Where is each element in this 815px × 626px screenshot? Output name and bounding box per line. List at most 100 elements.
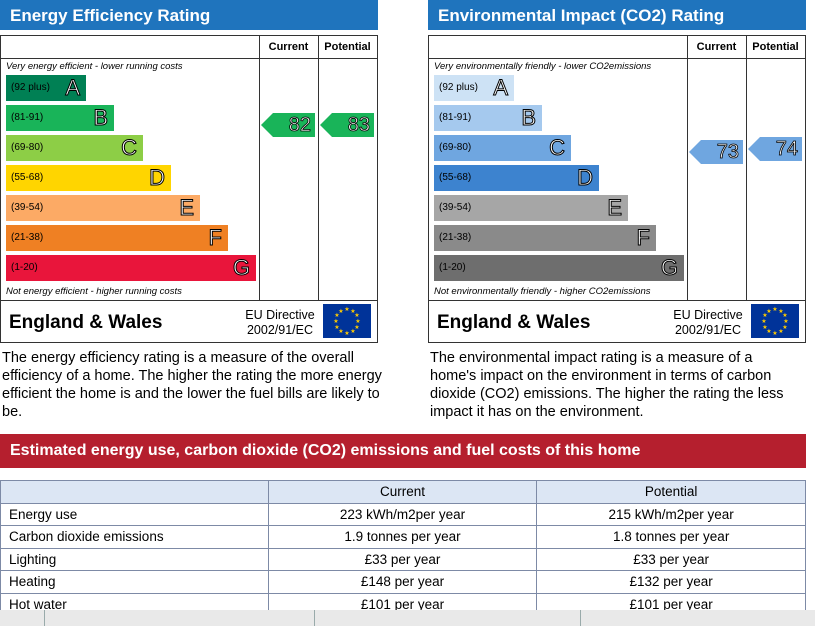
energy-current-rating-arrow: 82 [261, 113, 315, 137]
band-range-label: (55-68) [11, 172, 44, 183]
environment-current-header: Current [696, 41, 737, 53]
svg-text:★: ★ [783, 318, 788, 325]
divider [746, 36, 747, 300]
svg-text:★: ★ [350, 308, 355, 315]
band-letter: A [493, 75, 509, 101]
rating-band: (92 plus) A [6, 75, 86, 101]
energy-region-label: England & Wales [9, 312, 163, 333]
rating-band: (69-80) C [6, 135, 143, 161]
band-range-label: (21-38) [439, 232, 472, 243]
environment-directive: EU Directive 2002/91/EC [665, 308, 751, 338]
divider [580, 610, 581, 626]
row-label: Energy use [0, 502, 269, 526]
row-potential-value: 1.8 tonnes per year [536, 525, 806, 549]
table-row: Energy use 223 kWh/m2per year 215 kWh/m2pe… [0, 502, 806, 526]
environment-chart-frame: Current Potential Very environmentally f… [428, 35, 806, 343]
band-letter: F [208, 225, 222, 251]
table-header-potential: Potential [536, 480, 806, 504]
band-letter: E [179, 195, 195, 221]
svg-text:★: ★ [772, 306, 777, 313]
energy-panel-title: Energy Efficiency Rating [0, 0, 378, 30]
row-current-value: £148 per year [267, 570, 538, 594]
band-letter: B [521, 105, 537, 131]
row-current-value: 1.9 tonnes per year [267, 525, 538, 549]
svg-text:★: ★ [355, 318, 360, 325]
band-range-label: (69-80) [439, 142, 472, 153]
divider [429, 58, 805, 59]
row-current-value: £33 per year [267, 547, 538, 571]
svg-text:★: ★ [338, 328, 343, 335]
band-range-label: (92 plus) [439, 82, 478, 93]
table-header-row: Current Potential [0, 480, 806, 504]
energy-potential-header: Potential [324, 41, 371, 53]
svg-text:★: ★ [766, 308, 771, 315]
table-header-current: Current [267, 480, 538, 504]
rating-band: (69-80) C [434, 135, 571, 161]
band-letter: C [549, 135, 566, 161]
divider [44, 610, 45, 626]
environment-description: The environmental impact rating is a mea… [430, 350, 784, 420]
environment-current-rating-arrow: 73 [689, 140, 743, 164]
band-letter: E [607, 195, 623, 221]
row-potential-value: £132 per year [536, 570, 806, 594]
svg-text:★: ★ [338, 308, 343, 315]
environment-panel-title: Environmental Impact (CO2) Rating [428, 0, 806, 30]
table-row: Carbon dioxide emissions 1.9 tonnes per y… [0, 525, 806, 549]
rating-band: (1-20) G [434, 255, 684, 281]
band-letter: C [121, 135, 138, 161]
svg-text:★: ★ [344, 330, 349, 337]
energy-potential-rating-arrow: 83 [320, 113, 374, 137]
divider [1, 300, 377, 301]
rating-band: (81-91) B [6, 105, 114, 131]
band-letter: G [232, 255, 250, 281]
table-row: Heating £148 per year £132 per year [0, 570, 806, 594]
energy-current-header: Current [268, 41, 309, 53]
svg-text:★: ★ [354, 312, 359, 319]
svg-text:★: ★ [344, 306, 349, 313]
band-range-label: (1-20) [11, 262, 38, 273]
directive-line: 2002/91/EC [674, 323, 742, 337]
band-letter: B [93, 105, 109, 131]
row-label: Lighting [0, 547, 269, 571]
svg-text:★: ★ [772, 330, 777, 337]
svg-text:★: ★ [334, 324, 339, 331]
band-range-label: (92 plus) [11, 82, 50, 93]
band-letter: F [636, 225, 650, 251]
environment-potential-rating-arrow: 74 [748, 137, 802, 161]
band-range-label: (39-54) [439, 202, 472, 213]
band-range-label: (21-38) [11, 232, 44, 243]
band-range-label: (1-20) [439, 262, 466, 273]
directive-line: EU Directive [673, 308, 743, 322]
estimates-table: Current Potential Energy use 223 kWh/m2pe… [0, 480, 806, 616]
rating-band: (55-68) D [434, 165, 599, 191]
divider [318, 36, 319, 300]
rating-band: (55-68) D [6, 165, 171, 191]
rating-band: (81-91) B [434, 105, 542, 131]
band-range-label: (69-80) [11, 142, 44, 153]
row-label: Carbon dioxide emissions [0, 525, 269, 549]
rating-band: (21-38) F [6, 225, 228, 251]
band-range-label: (55-68) [439, 172, 472, 183]
environment-top-caption: Very environmentally friendly - lower CO… [434, 61, 652, 72]
eu-flag-icon: ★ ★ ★ ★ ★ ★ ★ ★ ★ ★ ★ ★ [751, 304, 799, 338]
eu-flag-icon: ★ ★ ★ ★ ★ ★ ★ ★ ★ ★ ★ ★ [323, 304, 371, 338]
svg-text:★: ★ [333, 318, 338, 325]
row-potential-value: £33 per year [536, 547, 806, 571]
divider [259, 36, 260, 300]
divider [429, 300, 805, 301]
rating-band: (1-20) G [6, 255, 256, 281]
directive-line: 2002/91/EC [246, 323, 314, 337]
rating-band: (39-54) E [6, 195, 200, 221]
band-letter: D [577, 165, 594, 191]
environment-potential-header: Potential [752, 41, 799, 53]
band-range-label: (81-91) [439, 112, 472, 123]
svg-text:★: ★ [350, 328, 355, 335]
directive-line: EU Directive [245, 308, 315, 322]
row-potential-value: 215 kWh/m2per year [536, 502, 806, 526]
estimates-title: Estimated energy use, carbon dioxide (CO… [0, 434, 806, 468]
svg-text:★: ★ [354, 324, 359, 331]
row-current-value: 223 kWh/m2per year [267, 502, 538, 526]
svg-text:★: ★ [762, 324, 767, 331]
rating-band: (92 plus) A [434, 75, 514, 101]
environmental-impact-panel: Environmental Impact (CO2) Rating Curren… [428, 0, 806, 420]
